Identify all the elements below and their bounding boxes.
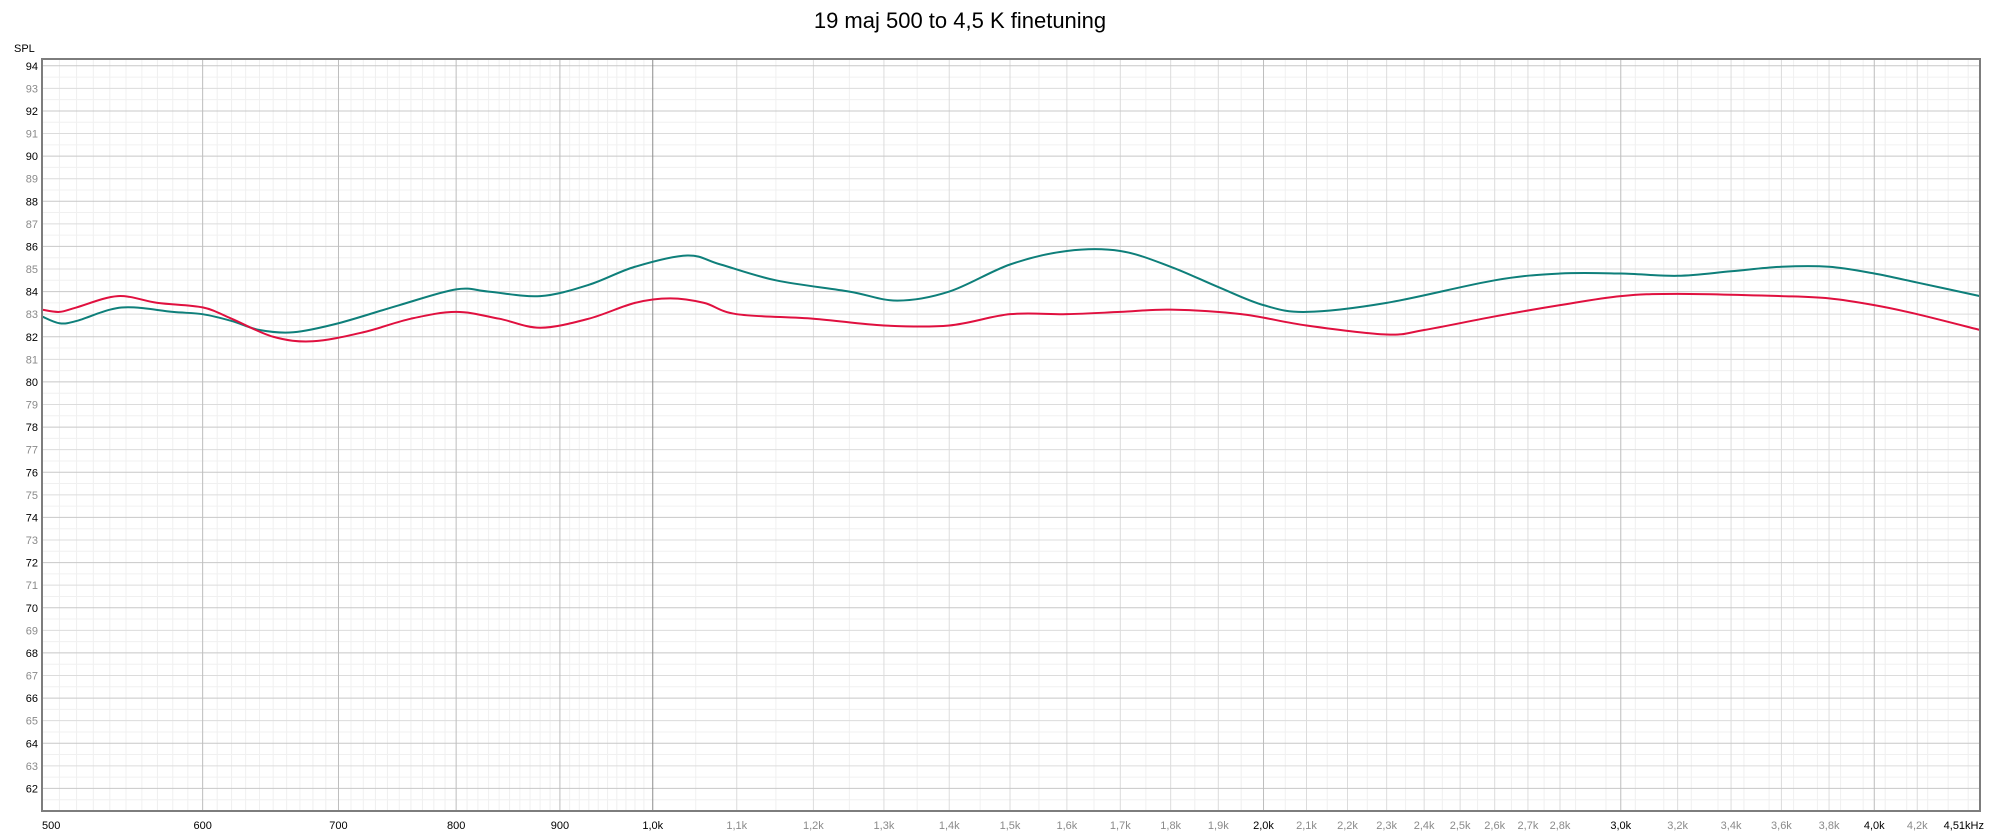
x-tick-label: 3,2k [1667,820,1688,832]
y-tick-label: 72 [26,558,38,570]
series-line-1 [41,248,1981,334]
y-tick-label: 92 [26,106,38,118]
x-tick-label: 2,3k [1376,820,1397,832]
y-tick-labels: 63 65 67 69 71 73 75 77 79 81 83 85 87 89 91 93 62 64 66 68… [26,61,38,796]
minor-gridlines [42,59,1980,811]
x-tick-label: 2,7k [1518,820,1539,832]
y-tick-label: 88 [26,196,38,208]
x-tick-label: 2,6k [1484,820,1505,832]
series-line-2 [41,292,1981,343]
x-tick-label: 3,4k [1721,820,1742,832]
y-tick-label: 93 [26,83,38,95]
y-tick-label: 84 [26,287,38,299]
x-tick-label: 1,4k [939,820,960,832]
y-tick-label: 86 [26,241,38,253]
x-tick-label: 700 [329,820,347,832]
y-tick-label: 85 [26,264,38,276]
y-tick-label: 77 [26,445,38,457]
x-tick-label: 4,51kHz [1944,820,1984,832]
y-tick-label: 79 [26,400,38,412]
x-tick-label: 1,3k [874,820,895,832]
x-tick-labels: 1,1k 1,2k 1,3k 1,4k 1,5k 1,6k 1,7k 1,8k 1,9k 2,1k… [42,820,1984,832]
x-tick-label: 1,6k [1056,820,1077,832]
y-tick-label: 66 [26,693,38,705]
y-tick-label: 87 [26,219,38,231]
y-tick-label: 67 [26,671,38,683]
y-tick-label: 65 [26,716,38,728]
plot-frame [41,58,1981,812]
series-layer [41,248,1981,343]
y-tick-label: 89 [26,174,38,186]
y-tick-label: 90 [26,151,38,163]
y-tick-label: 83 [26,309,38,321]
x-tick-label: 1,9k [1208,820,1229,832]
y-tick-label: 94 [26,61,38,73]
x-tick-label: 3,6k [1771,820,1792,832]
y-tick-label: 82 [26,332,38,344]
x-tick-label: 1,1k [726,820,747,832]
x-tick-label: 1,2k [803,820,824,832]
y-tick-label: 91 [26,129,38,141]
y-tick-label: 73 [26,535,38,547]
y-tick-label: 62 [26,783,38,795]
x-tick-label: 2,1k [1296,820,1317,832]
y-tick-label: 71 [26,580,38,592]
y-tick-label: 68 [26,648,38,660]
x-tick-label: 1,7k [1110,820,1131,832]
x-tick-label: 500 [42,820,60,832]
x-tick-label: 1,5k [1000,820,1021,832]
x-tick-label: 4,2k [1907,820,1928,832]
y-tick-label: 75 [26,490,38,502]
x-tick-label: 600 [193,820,211,832]
y-axis-label: SPL [14,43,35,55]
x-tick-label: 2,4k [1414,820,1435,832]
y-tick-label: 70 [26,603,38,615]
x-tick-label: 2,0k [1253,820,1274,832]
x-tick-label: 1,0k [642,820,663,832]
y-tick-label: 69 [26,625,38,637]
y-tick-label: 80 [26,377,38,389]
y-tick-label: 78 [26,422,38,434]
x-tick-label: 2,2k [1337,820,1358,832]
x-tick-label: 2,8k [1550,820,1571,832]
x-tick-label: 900 [551,820,569,832]
y-tick-label: 81 [26,354,38,366]
x-tick-label: 800 [447,820,465,832]
y-tick-label: 76 [26,467,38,479]
y-tick-label: 74 [26,512,38,524]
x-tick-label: 4,0k [1864,820,1885,832]
x-tick-label: 3,0k [1610,820,1631,832]
x-tick-label: 3,8k [1819,820,1840,832]
x-tick-label: 2,5k [1450,820,1471,832]
y-tick-label: 64 [26,738,38,750]
x-tick-label: 1,8k [1160,820,1181,832]
y-tick-label: 63 [26,761,38,773]
plot-area [42,59,1980,811]
major-gridlines [42,59,1980,811]
chart-title: 19 maj 500 to 4,5 K finetuning [813,8,1107,33]
